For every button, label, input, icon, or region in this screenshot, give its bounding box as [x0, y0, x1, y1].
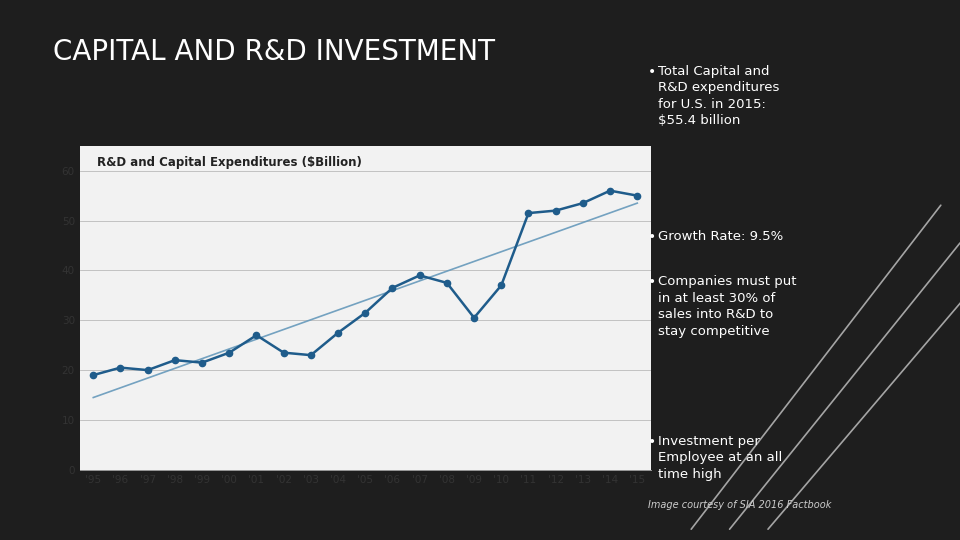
Text: Investment per
Employee at an all
time high: Investment per Employee at an all time h… [658, 435, 781, 481]
Text: CAPITAL AND R&D INVESTMENT: CAPITAL AND R&D INVESTMENT [53, 38, 494, 66]
Text: •: • [648, 65, 657, 79]
Text: •: • [648, 230, 657, 244]
Text: Image courtesy of SIA 2016 Factbook: Image courtesy of SIA 2016 Factbook [648, 500, 831, 510]
Text: Total Capital and
R&D expenditures
for U.S. in 2015:
$55.4 billion: Total Capital and R&D expenditures for U… [658, 65, 779, 127]
Text: Companies must put
in at least 30% of
sales into R&D to
stay competitive: Companies must put in at least 30% of sa… [658, 275, 796, 338]
Text: •: • [648, 435, 657, 449]
Text: •: • [648, 275, 657, 289]
Text: Growth Rate: 9.5%: Growth Rate: 9.5% [658, 230, 782, 242]
Text: R&D and Capital Expenditures ($Billion): R&D and Capital Expenditures ($Billion) [97, 156, 362, 168]
